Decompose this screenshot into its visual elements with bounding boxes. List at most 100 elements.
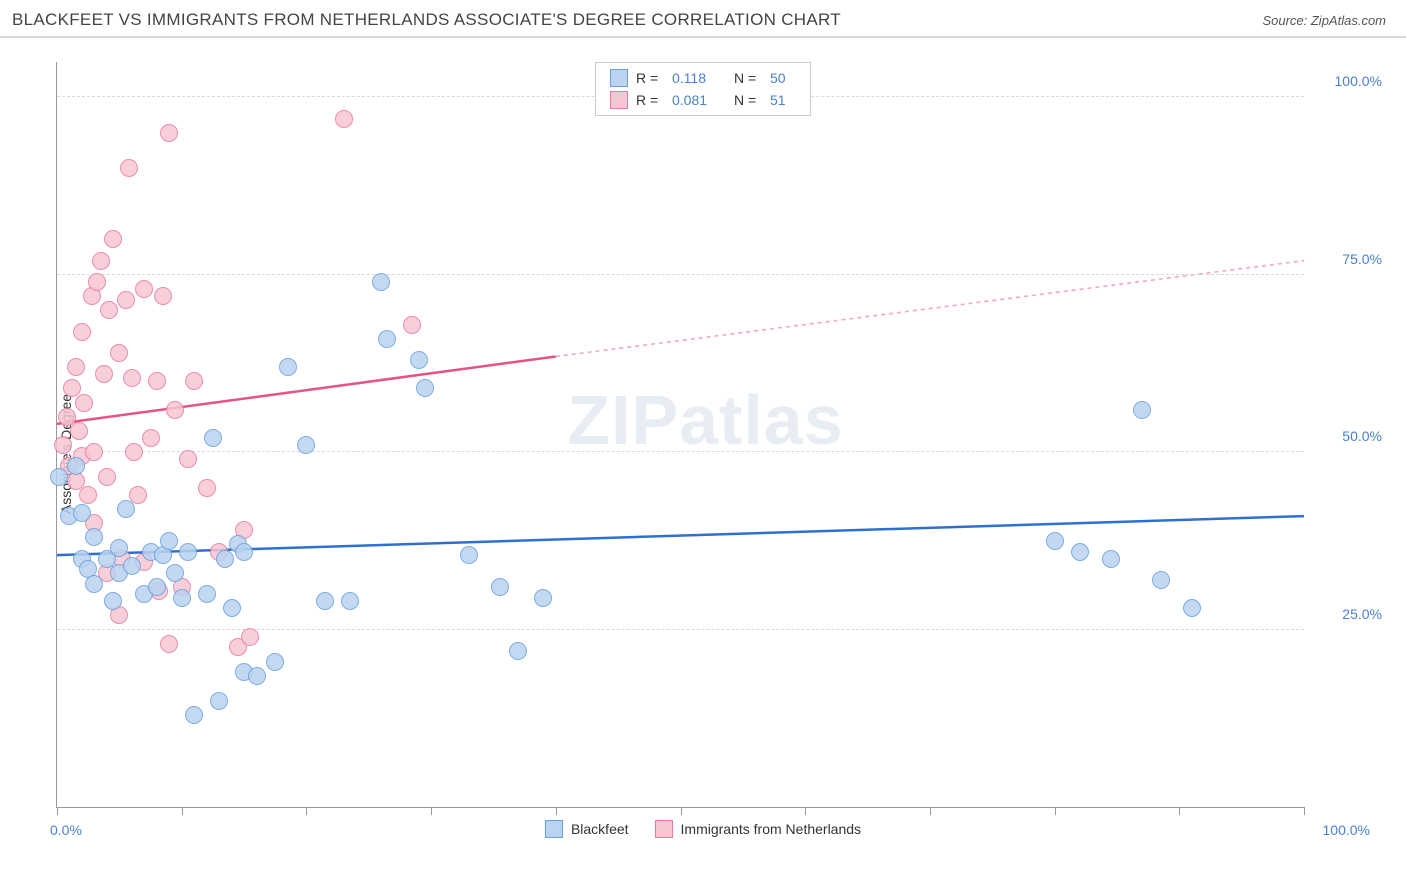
scatter-point-blue: [110, 539, 128, 557]
scatter-point-blue: [460, 546, 478, 564]
scatter-point-blue: [117, 500, 135, 518]
scatter-point-blue: [491, 578, 509, 596]
scatter-point-pink: [160, 635, 178, 653]
legend-item-pink: Immigrants from Netherlands: [655, 820, 862, 838]
scatter-point-pink: [104, 230, 122, 248]
scatter-point-blue: [67, 457, 85, 475]
scatter-point-blue: [185, 706, 203, 724]
scatter-point-pink: [100, 301, 118, 319]
scatter-point-pink: [403, 316, 421, 334]
scatter-point-pink: [95, 365, 113, 383]
series-legend: Blackfeet Immigrants from Netherlands: [545, 820, 861, 838]
scatter-point-blue: [160, 532, 178, 550]
trend-lines: [57, 62, 1304, 807]
scatter-point-blue: [204, 429, 222, 447]
scatter-point-blue: [534, 589, 552, 607]
scatter-point-blue: [179, 543, 197, 561]
correlation-row-blue: R = 0.118 N = 50: [610, 67, 796, 89]
scatter-point-blue: [198, 585, 216, 603]
scatter-point-blue: [266, 653, 284, 671]
chart-header: BLACKFEET VS IMMIGRANTS FROM NETHERLANDS…: [0, 0, 1406, 38]
scatter-point-pink: [166, 401, 184, 419]
legend-label-pink: Immigrants from Netherlands: [681, 821, 862, 837]
x-tick: [306, 807, 307, 815]
chart-source: Source: ZipAtlas.com: [1262, 13, 1386, 28]
scatter-point-blue: [1133, 401, 1151, 419]
scatter-point-blue: [85, 528, 103, 546]
scatter-point-pink: [154, 287, 172, 305]
scatter-point-blue: [372, 273, 390, 291]
scatter-point-blue: [235, 543, 253, 561]
n-value-pink: 51: [770, 89, 796, 111]
gridline-h: [57, 451, 1304, 452]
scatter-point-pink: [335, 110, 353, 128]
x-tick: [1055, 807, 1056, 815]
scatter-point-pink: [54, 436, 72, 454]
x-tick: [182, 807, 183, 815]
scatter-point-blue: [73, 504, 91, 522]
scatter-point-pink: [79, 486, 97, 504]
scatter-point-blue: [416, 379, 434, 397]
scatter-point-blue: [216, 550, 234, 568]
correlation-legend: R = 0.118 N = 50 R = 0.081 N = 51: [595, 62, 811, 116]
x-tick: [57, 807, 58, 815]
x-tick: [1304, 807, 1305, 815]
scatter-point-blue: [297, 436, 315, 454]
r-value-pink: 0.081: [672, 89, 726, 111]
scatter-point-blue: [148, 578, 166, 596]
legend-item-blue: Blackfeet: [545, 820, 629, 838]
scatter-point-blue: [1152, 571, 1170, 589]
x-axis-max-label: 100.0%: [1323, 822, 1370, 838]
scatter-point-blue: [173, 589, 191, 607]
scatter-point-pink: [75, 394, 93, 412]
scatter-point-blue: [1102, 550, 1120, 568]
y-tick-label: 100.0%: [1335, 73, 1382, 89]
scatter-point-pink: [198, 479, 216, 497]
scatter-point-pink: [160, 124, 178, 142]
scatter-point-blue: [85, 575, 103, 593]
swatch-blue-icon: [545, 820, 563, 838]
x-tick: [431, 807, 432, 815]
y-tick-label: 25.0%: [1342, 606, 1382, 622]
scatter-point-blue: [50, 468, 68, 486]
watermark: ZIPatlas: [567, 380, 843, 460]
scatter-point-blue: [123, 557, 141, 575]
r-value-blue: 0.118: [672, 67, 726, 89]
scatter-point-blue: [279, 358, 297, 376]
scatter-point-pink: [135, 280, 153, 298]
y-tick-label: 75.0%: [1342, 251, 1382, 267]
swatch-pink-icon: [610, 91, 628, 109]
scatter-point-blue: [104, 592, 122, 610]
scatter-point-blue: [509, 642, 527, 660]
x-tick: [930, 807, 931, 815]
scatter-point-pink: [67, 358, 85, 376]
scatter-point-pink: [148, 372, 166, 390]
swatch-blue-icon: [610, 69, 628, 87]
scatter-point-pink: [123, 369, 141, 387]
legend-label-blue: Blackfeet: [571, 821, 629, 837]
scatter-point-pink: [142, 429, 160, 447]
y-tick-label: 50.0%: [1342, 428, 1382, 444]
scatter-point-blue: [248, 667, 266, 685]
x-axis-min-label: 0.0%: [50, 822, 82, 838]
scatter-point-blue: [316, 592, 334, 610]
scatter-point-pink: [110, 344, 128, 362]
scatter-point-pink: [241, 628, 259, 646]
scatter-point-blue: [341, 592, 359, 610]
scatter-point-pink: [70, 422, 88, 440]
scatter-point-pink: [92, 252, 110, 270]
x-tick: [681, 807, 682, 815]
scatter-point-pink: [179, 450, 197, 468]
gridline-h: [57, 274, 1304, 275]
scatter-point-blue: [410, 351, 428, 369]
chart-title: BLACKFEET VS IMMIGRANTS FROM NETHERLANDS…: [12, 10, 841, 30]
scatter-point-pink: [117, 291, 135, 309]
x-tick: [556, 807, 557, 815]
n-value-blue: 50: [770, 67, 796, 89]
scatter-point-pink: [98, 468, 116, 486]
scatter-point-blue: [210, 692, 228, 710]
x-tick: [1179, 807, 1180, 815]
plot-area: ZIPatlas 25.0%50.0%75.0%100.0%: [56, 62, 1304, 808]
scatter-point-blue: [1071, 543, 1089, 561]
x-tick: [805, 807, 806, 815]
